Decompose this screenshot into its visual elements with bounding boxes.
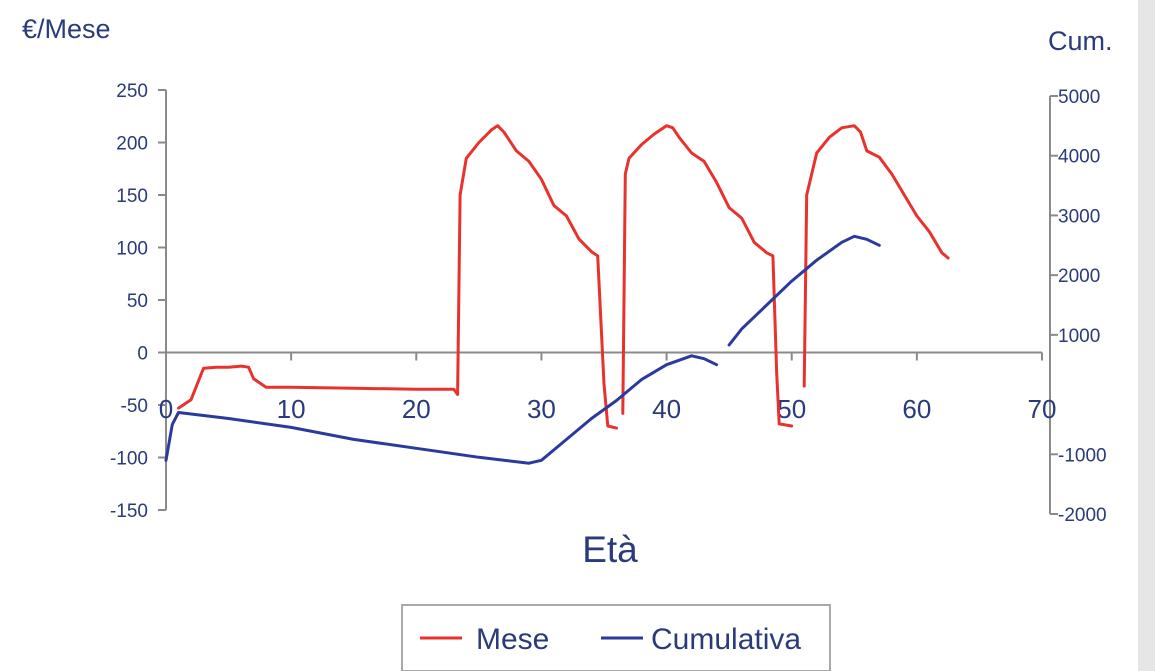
left-y-tick-label: 100 — [116, 239, 148, 260]
x-tick-label: 70 — [1028, 394, 1057, 424]
series-line-mese-segment-0 — [177, 124, 618, 430]
x-tick-label: 20 — [402, 394, 431, 424]
series-line-cumulativa-segment-0 — [164, 354, 719, 465]
left-y-tick-label: -100 — [110, 449, 148, 470]
right-axis-unit-label: Cum. — [1048, 26, 1113, 56]
legend: Mese Cumulativa — [401, 604, 831, 671]
right-y-tick-label: -1000 — [1058, 445, 1107, 466]
window-edge — [1138, 0, 1155, 671]
legend-label-cumulativa: Cumulativa — [651, 623, 801, 656]
right-y-tick-label: 2000 — [1058, 266, 1100, 287]
x-tick-label: 30 — [527, 394, 556, 424]
left-axis-unit-label: €/Mese — [22, 14, 111, 44]
x-tick-label: 40 — [652, 394, 681, 424]
right-y-tick-label: 1000 — [1058, 326, 1100, 347]
x-tick-label: 0 — [159, 394, 173, 424]
series-layer — [164, 124, 950, 465]
right-y-tick-label: 5000 — [1058, 87, 1100, 108]
left-y-tick-label: 50 — [127, 291, 148, 312]
x-tick-label: 60 — [902, 394, 931, 424]
series-line-cumulativa-segment-1 — [727, 234, 881, 347]
left-y-tick-label: 150 — [116, 186, 148, 207]
x-tick-label: 50 — [777, 394, 806, 424]
left-y-tick-label: 0 — [137, 344, 148, 365]
legend-label-mese: Mese — [476, 623, 549, 656]
series-line-mese-segment-2 — [802, 124, 950, 388]
x-tick-label: 10 — [277, 394, 306, 424]
left-y-tick-label: 200 — [116, 134, 148, 155]
right-y-tick-label: -2000 — [1058, 505, 1107, 526]
series-line-mese-segment-1 — [621, 124, 794, 428]
right-y-tick-label: 4000 — [1058, 147, 1100, 168]
axes: 250200150100500-50-100-15050004000300020… — [110, 81, 1107, 526]
left-y-tick-label: 250 — [116, 81, 148, 102]
left-y-tick-label: -50 — [121, 396, 148, 417]
x-axis-label: Età — [582, 529, 638, 570]
right-y-tick-label: 3000 — [1058, 206, 1100, 227]
left-y-tick-label: -150 — [110, 501, 148, 522]
